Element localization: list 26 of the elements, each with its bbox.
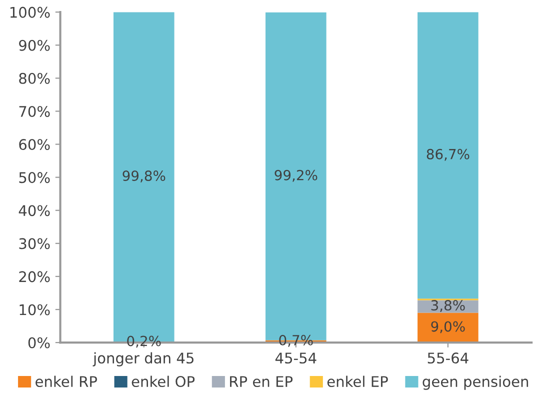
- bar: [418, 12, 478, 299]
- data-label: 86,7%: [426, 148, 470, 161]
- y-tick-label: 10%: [20, 304, 50, 316]
- y-tick-label: 90%: [19, 40, 50, 51]
- x-tick-label: 45-54: [275, 352, 316, 364]
- x-tick-label: 55-64: [428, 352, 468, 364]
- bar: [418, 312, 478, 343]
- y-tick-label: 30%: [19, 238, 50, 250]
- y-tick-label: 20%: [19, 271, 50, 282]
- legend-label: enkel RP: [36, 376, 97, 388]
- y-tick-label: 100%: [10, 6, 50, 18]
- y-tick-label: 0%: [28, 337, 50, 348]
- y-tick-label: 80%: [19, 72, 50, 84]
- data-label: 3,8%: [431, 300, 465, 312]
- data-label: 99,8%: [122, 170, 166, 182]
- y-tick-label: 40%: [18, 205, 50, 216]
- y-tick-label: 60%: [19, 138, 50, 150]
- legend-label: geen pensioen: [422, 376, 528, 390]
- y-tick-label: 70%: [19, 106, 50, 117]
- legend-label: RP en EP: [230, 376, 293, 388]
- x-tick-label: jonger dan 45: [92, 352, 194, 366]
- data-label: 99,2%: [274, 170, 318, 182]
- data-label: 9,0%: [431, 321, 465, 334]
- legend-label: enkel OP: [132, 376, 195, 388]
- legend-label: enkel EP: [327, 376, 388, 388]
- y-tick-label: 50%: [19, 172, 50, 184]
